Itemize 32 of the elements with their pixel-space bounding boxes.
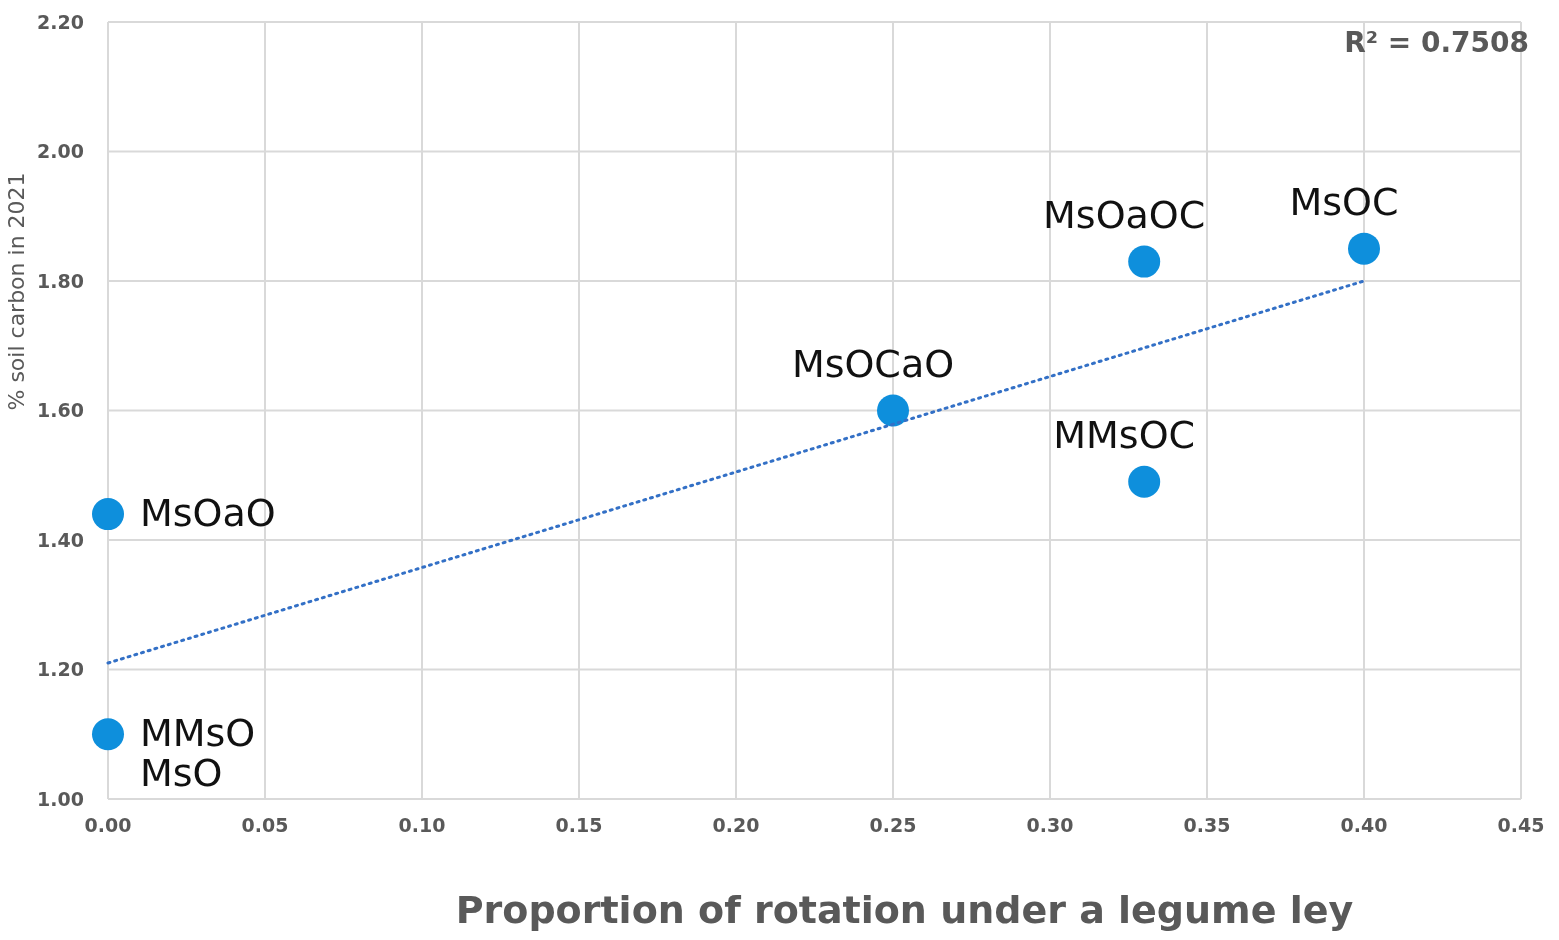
y-axis-title: % soil carbon in 2021 <box>3 172 29 411</box>
data-label: MsOC <box>1289 179 1399 224</box>
x-tick-label: 0.10 <box>398 814 446 837</box>
x-tick-label: 0.25 <box>869 814 917 837</box>
y-tick-label: 1.40 <box>37 528 84 551</box>
data-label: MsOaOC <box>1043 192 1206 237</box>
x-tick-label: 0.05 <box>241 814 289 837</box>
point <box>877 394 909 427</box>
x-tick-label: 0.20 <box>712 814 760 837</box>
y-tick-label: 2.00 <box>37 140 84 163</box>
point <box>1128 465 1161 498</box>
point <box>92 718 124 751</box>
point <box>1128 245 1161 278</box>
point <box>1348 232 1380 265</box>
data-label: MsOaO <box>140 491 276 536</box>
x-tick-label: 0.40 <box>1340 814 1388 837</box>
y-tick-label: 1.00 <box>37 787 84 810</box>
y-tick-label: 1.60 <box>37 399 84 422</box>
annotation: R² = 0.7508 <box>1344 26 1529 59</box>
x-axis-title: Proportion of rotation under a legume ley <box>455 888 1354 932</box>
y-tick-label: 2.20 <box>37 10 84 33</box>
data-label: MMsOC <box>1053 412 1196 457</box>
x-tick-label: 0.30 <box>1026 814 1074 837</box>
y-tick-label: 1.20 <box>37 658 84 681</box>
data-label: MMsO MsO <box>140 711 256 796</box>
data-label: MsOCaO <box>791 341 955 386</box>
x-tick-label: 0.15 <box>555 814 603 837</box>
x-tick-label: 0.45 <box>1497 814 1545 837</box>
point <box>92 498 124 531</box>
y-tick-label: 1.80 <box>37 269 84 292</box>
x-tick-label: 0.00 <box>84 814 132 837</box>
x-tick-label: 0.35 <box>1183 814 1231 837</box>
